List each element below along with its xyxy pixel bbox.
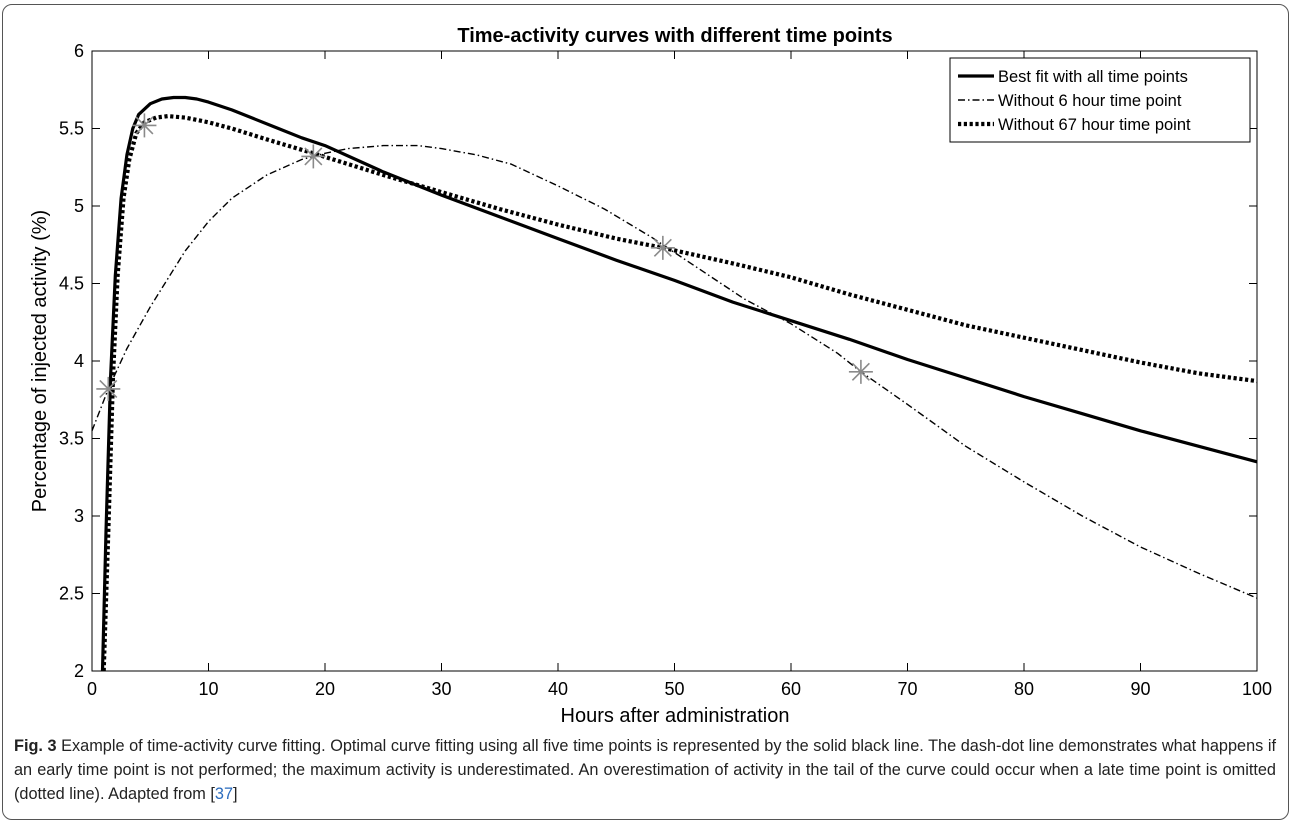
measured-point-marker xyxy=(96,376,121,401)
x-tick-label: 20 xyxy=(315,679,335,699)
caption-close: ] xyxy=(233,785,238,803)
y-tick-label: 5 xyxy=(74,196,84,216)
legend: Best fit with all time points Without 6 h… xyxy=(949,57,1251,143)
time-activity-chart: Time-activity curves with different time… xyxy=(29,25,1272,727)
y-tick-label: 3 xyxy=(74,506,84,526)
legend-label-1: Best fit with all time points xyxy=(998,68,1188,86)
series-line-1 xyxy=(100,95,1258,672)
x-tick-label: 100 xyxy=(1242,679,1272,699)
y-tick-label: 2.5 xyxy=(59,584,84,604)
measured-point-marker xyxy=(848,359,873,384)
y-tick-label: 4 xyxy=(74,351,84,371)
x-tick-label: 0 xyxy=(87,679,97,699)
x-tick-label: 50 xyxy=(664,679,684,699)
chart-title: Time-activity curves with different time… xyxy=(457,25,892,47)
legend-label-3: Without 67 hour time point xyxy=(998,116,1191,134)
x-tick-label: 80 xyxy=(1014,679,1034,699)
measured-point-marker xyxy=(132,113,157,138)
x-tick-label: 10 xyxy=(198,679,218,699)
y-tick-label: 6 xyxy=(74,41,84,61)
x-tick-label: 90 xyxy=(1130,679,1150,699)
reference-link[interactable]: 37 xyxy=(214,785,234,803)
figure-caption: Fig. 3 Example of time-activity curve fi… xyxy=(14,734,1276,806)
caption-text: Example of time-activity curve fitting. … xyxy=(14,737,1276,803)
x-axis-label: Hours after administration xyxy=(561,705,790,727)
series-line-2 xyxy=(91,144,1258,599)
measured-point-marker xyxy=(650,235,675,260)
x-tick-label: 40 xyxy=(548,679,568,699)
plot-area xyxy=(91,50,1258,672)
measured-point-marker xyxy=(301,144,326,169)
legend-label-2: Without 6 hour time point xyxy=(998,92,1182,110)
y-tick-label: 5.5 xyxy=(59,119,84,139)
y-tick-label: 4.5 xyxy=(59,274,84,294)
x-tick-label: 30 xyxy=(431,679,451,699)
y-axis-label: Percentage of injected activity (%) xyxy=(29,210,51,512)
series-line-3 xyxy=(101,113,1258,672)
figure-frame xyxy=(2,4,1289,820)
legend-box xyxy=(949,57,1251,143)
x-tick-label: 70 xyxy=(897,679,917,699)
y-tick-label: 2 xyxy=(74,661,84,681)
figure-label: Fig. 3 xyxy=(14,737,57,755)
x-tick-label: 60 xyxy=(781,679,801,699)
y-tick-label: 3.5 xyxy=(59,429,84,449)
